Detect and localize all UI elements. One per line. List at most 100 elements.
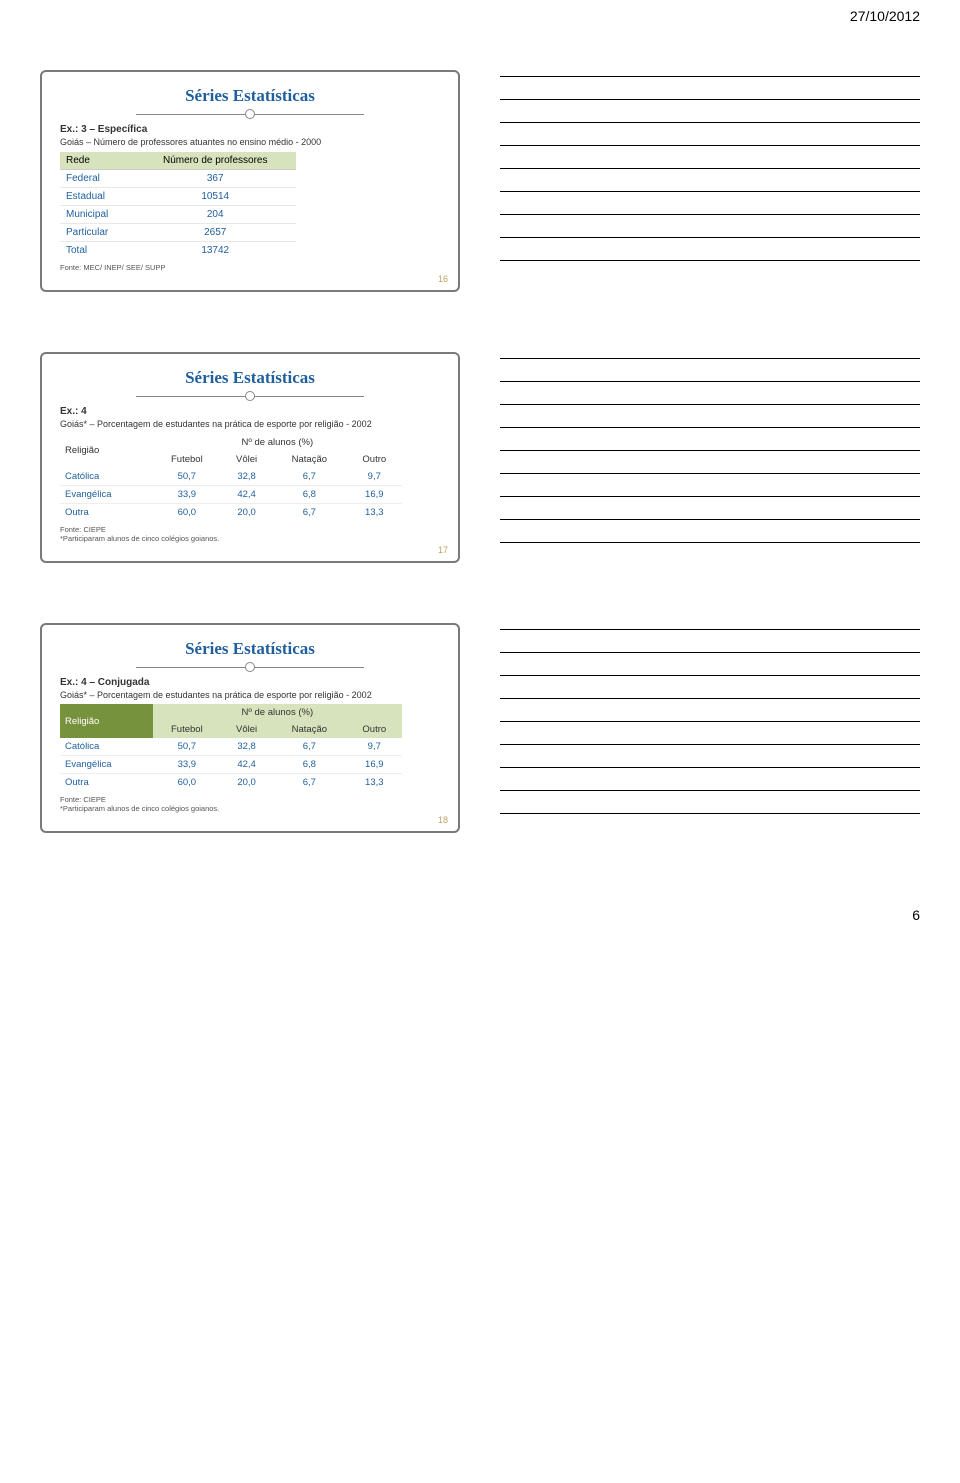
col-num: Número de professores: [135, 152, 296, 170]
cell-value: 32,8: [221, 468, 272, 486]
cell-label: Municipal: [60, 205, 135, 223]
note-line: [500, 542, 920, 543]
page-number: 6: [912, 907, 920, 923]
cell-value: 13,3: [347, 503, 402, 521]
note-line: [500, 744, 920, 745]
cell-value: 204: [135, 205, 296, 223]
note-line: [500, 813, 920, 814]
note-line: [500, 145, 920, 146]
cell-value: 6,7: [272, 468, 346, 486]
cell-label: Evangélica: [60, 485, 153, 503]
cell-value: 32,8: [221, 738, 272, 756]
note-line: [500, 427, 920, 428]
note-line: [500, 237, 920, 238]
source-text: Fonte: CIEPE: [60, 795, 440, 804]
note-line: [500, 519, 920, 520]
slide-title: Séries Estatísticas: [60, 639, 440, 659]
source-text: Fonte: MEC/ INEP/ SEE/ SUPP: [60, 263, 440, 272]
cell-label: Total: [60, 241, 135, 259]
note-line: [500, 675, 920, 676]
table-row: Evangélica 33,9 42,4 6,8 16,9: [60, 485, 402, 503]
note-line: [500, 404, 920, 405]
table-row: Municipal204: [60, 205, 296, 223]
cell-value: 6,7: [272, 738, 346, 756]
cell-value: 16,9: [347, 485, 402, 503]
cell-value: 13742: [135, 241, 296, 259]
table-row: Particular2657: [60, 223, 296, 241]
cell-label: Católica: [60, 738, 153, 756]
note-line: [500, 260, 920, 261]
hdr-religiao: Religião: [60, 434, 153, 468]
note-line: [500, 629, 920, 630]
table-row: Outra 60,0 20,0 6,7 13,3: [60, 503, 402, 521]
table-row: Total13742: [60, 241, 296, 259]
hdr-sport: Outro: [347, 721, 402, 738]
cell-label: Católica: [60, 468, 153, 486]
hdr-sport: Natação: [272, 721, 346, 738]
hdr-sport: Natação: [272, 451, 346, 468]
slide-number: 16: [438, 274, 448, 284]
note-line: [500, 652, 920, 653]
slide-subtitle: Ex.: 3 – Específica: [60, 124, 440, 135]
cell-value: 2657: [135, 223, 296, 241]
source-text: Fonte: CIEPE: [60, 525, 440, 534]
note-line: [500, 698, 920, 699]
note-line: [500, 473, 920, 474]
table-esporte: Religião Nº de alunos (%) Futebol Vôlei …: [60, 434, 402, 521]
cell-value: 20,0: [221, 503, 272, 521]
hdr-sport: Futebol: [153, 721, 221, 738]
note-line: [500, 191, 920, 192]
cell-value: 60,0: [153, 774, 221, 792]
table-row: Estadual10514: [60, 187, 296, 205]
cell-value: 367: [135, 169, 296, 187]
table-row: Federal367: [60, 169, 296, 187]
note-line: [500, 450, 920, 451]
row-3: Séries Estatísticas Ex.: 4 – Conjugada G…: [40, 623, 920, 834]
cell-value: 42,4: [221, 485, 272, 503]
note-line: [500, 76, 920, 77]
title-divider: [60, 390, 440, 404]
row-2: Séries Estatísticas Ex.: 4 Goiás* – Porc…: [40, 352, 920, 563]
cell-value: 6,7: [272, 774, 346, 792]
cell-value: 50,7: [153, 738, 221, 756]
table-row: Evangélica 33,9 42,4 6,8 16,9: [60, 756, 402, 774]
cell-value: 13,3: [347, 774, 402, 792]
table-row: Católica 50,7 32,8 6,7 9,7: [60, 738, 402, 756]
title-divider: [60, 108, 440, 122]
slide-subtitle: Ex.: 4: [60, 406, 440, 417]
note-line: [500, 790, 920, 791]
cell-label: Federal: [60, 169, 135, 187]
hdr-sport: Futebol: [153, 451, 221, 468]
slide-number: 17: [438, 545, 448, 555]
title-divider: [60, 661, 440, 675]
table-professores: Rede Número de professores Federal367 Es…: [60, 152, 296, 259]
source-text: *Participaram alunos de cinco colégios g…: [60, 534, 440, 543]
table-caption: Goiás – Número de professores atuantes n…: [60, 137, 440, 148]
note-line: [500, 381, 920, 382]
slide-1: Séries Estatísticas Ex.: 3 – Específica …: [40, 70, 460, 292]
hdr-nalunos: Nº de alunos (%): [153, 704, 402, 721]
note-line: [500, 767, 920, 768]
cell-value: 6,8: [272, 756, 346, 774]
date-header: 27/10/2012: [850, 8, 920, 24]
cell-value: 33,9: [153, 756, 221, 774]
col-rede: Rede: [60, 152, 135, 170]
cell-value: 6,7: [272, 503, 346, 521]
note-line: [500, 496, 920, 497]
note-line: [500, 168, 920, 169]
cell-label: Evangélica: [60, 756, 153, 774]
row-1: Séries Estatísticas Ex.: 3 – Específica …: [40, 70, 920, 292]
cell-value: 20,0: [221, 774, 272, 792]
table-caption: Goiás* – Porcentagem de estudantes na pr…: [60, 419, 440, 430]
slide-title: Séries Estatísticas: [60, 368, 440, 388]
cell-value: 42,4: [221, 756, 272, 774]
hdr-nalunos: Nº de alunos (%): [153, 434, 402, 451]
cell-label: Outra: [60, 774, 153, 792]
cell-value: 6,8: [272, 485, 346, 503]
note-line: [500, 99, 920, 100]
hdr-sport: Outro: [347, 451, 402, 468]
cell-label: Outra: [60, 503, 153, 521]
page: 27/10/2012 Séries Estatísticas Ex.: 3 – …: [0, 0, 960, 933]
cell-label: Particular: [60, 223, 135, 241]
note-line: [500, 721, 920, 722]
